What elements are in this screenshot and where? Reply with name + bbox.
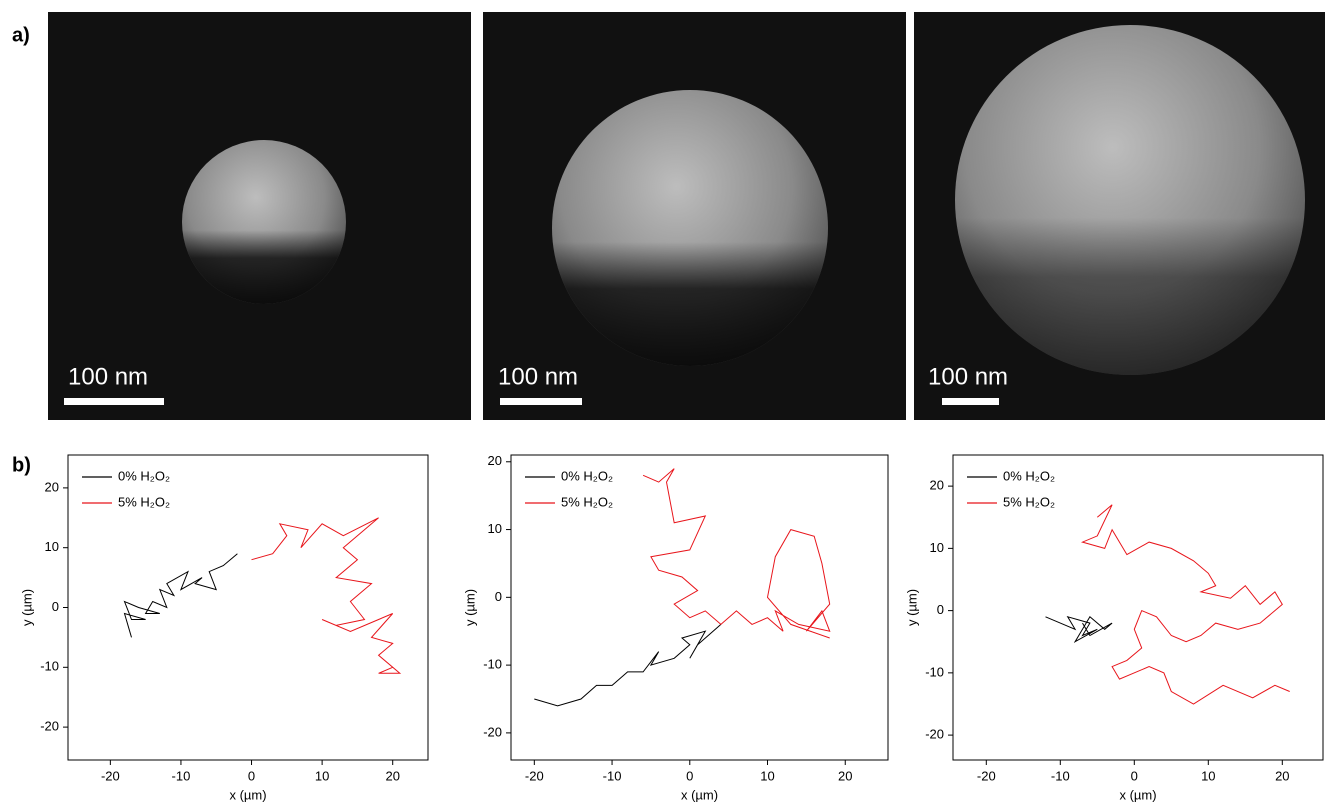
x-tick-label: -20 (977, 768, 996, 783)
y-axis-label: y (µm) (904, 589, 919, 626)
x-tick-label: 20 (1275, 768, 1289, 783)
y-tick-label: -20 (483, 724, 502, 739)
legend-label: 0% H₂O₂ (118, 468, 170, 483)
y-tick-label: 0 (52, 599, 59, 614)
y-tick-label: -20 (40, 719, 59, 734)
panel-label: a) (12, 24, 30, 46)
scale-bar (500, 398, 582, 405)
figure-canvas: a) b) 100 nm 100 nm 100 nm -20 -10 0 10 20 -2… (0, 0, 1325, 805)
x-tick-label: 20 (838, 768, 852, 783)
y-tick-label: -10 (925, 664, 944, 679)
x-tick-label: 20 (385, 768, 399, 783)
trajectory (1083, 505, 1290, 704)
y-tick-label: 10 (930, 540, 944, 555)
trajectory (534, 624, 721, 705)
y-tick-label: 10 (488, 521, 502, 536)
x-tick-label: 10 (315, 768, 329, 783)
x-axis-label: x (µm) (1119, 787, 1156, 802)
scale-bar-label: 100 nm (928, 363, 1008, 390)
particle-shadow (955, 25, 1305, 375)
x-tick-label: 0 (248, 768, 255, 783)
scale-bar-label: 100 nm (498, 363, 578, 390)
x-tick-label: 10 (1201, 768, 1215, 783)
x-tick-label: -20 (525, 768, 544, 783)
legend-label: 5% H₂O₂ (561, 494, 613, 509)
y-tick-label: -10 (40, 659, 59, 674)
x-axis-label: x (µm) (229, 787, 266, 802)
x-tick-label: 0 (686, 768, 693, 783)
legend-label: 5% H₂O₂ (118, 494, 170, 509)
y-tick-label: 20 (488, 453, 502, 468)
y-tick-label: 20 (930, 478, 944, 493)
particle-shadow (182, 140, 346, 304)
scale-bar-label: 100 nm (68, 363, 148, 390)
legend-label: 5% H₂O₂ (1003, 494, 1055, 509)
y-axis-label: y (µm) (19, 589, 34, 626)
figure: a) b) 100 nm 100 nm 100 nm -20 -10 0 10 20 -2… (0, 0, 1325, 805)
y-tick-label: 0 (495, 589, 502, 604)
y-tick-label: 0 (937, 602, 944, 617)
x-tick-label: 0 (1131, 768, 1138, 783)
y-tick-label: 10 (45, 539, 59, 554)
panel-label: b) (12, 454, 31, 476)
y-tick-label: -10 (483, 657, 502, 672)
trajectory (125, 554, 238, 638)
x-axis-label: x (µm) (681, 787, 718, 802)
particle-shadow (552, 90, 828, 366)
trajectory (1046, 617, 1113, 642)
trajectory (643, 469, 830, 638)
x-tick-label: -10 (172, 768, 191, 783)
y-axis-label: y (µm) (462, 589, 477, 626)
legend-label: 0% H₂O₂ (561, 468, 613, 483)
y-tick-label: -20 (925, 727, 944, 742)
legend-label: 0% H₂O₂ (1003, 468, 1055, 483)
x-tick-label: -10 (603, 768, 622, 783)
x-tick-label: -20 (101, 768, 120, 783)
scale-bar (942, 398, 999, 405)
trajectory (252, 518, 400, 674)
scale-bar (64, 398, 164, 405)
x-tick-label: -10 (1051, 768, 1070, 783)
x-tick-label: 10 (760, 768, 774, 783)
y-tick-label: 20 (45, 479, 59, 494)
